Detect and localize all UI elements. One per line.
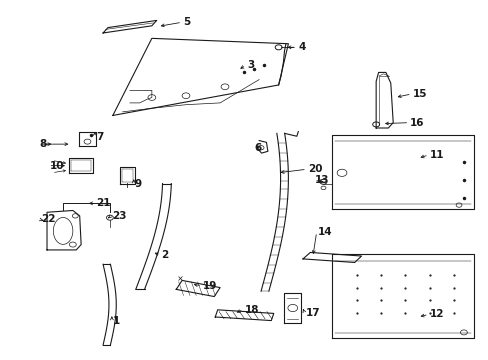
Text: 10: 10 (49, 161, 64, 171)
Text: 9: 9 (135, 179, 142, 189)
Text: 14: 14 (317, 227, 331, 237)
Text: 13: 13 (315, 175, 329, 185)
Text: 22: 22 (41, 215, 55, 224)
Text: 1: 1 (113, 316, 120, 325)
Text: 20: 20 (307, 164, 322, 174)
Text: 16: 16 (409, 118, 424, 128)
Text: 7: 7 (96, 132, 103, 142)
Text: 4: 4 (298, 42, 305, 52)
Text: 19: 19 (203, 281, 217, 291)
Text: 2: 2 (161, 250, 168, 260)
Text: 15: 15 (412, 89, 427, 99)
Text: 17: 17 (305, 308, 320, 318)
Text: 18: 18 (244, 305, 259, 315)
Text: 21: 21 (96, 198, 110, 208)
Text: 8: 8 (40, 139, 47, 149)
Text: 5: 5 (183, 17, 190, 27)
Text: 23: 23 (112, 211, 126, 221)
Text: 12: 12 (429, 310, 444, 319)
Text: 11: 11 (429, 150, 444, 160)
Text: 3: 3 (246, 60, 254, 70)
Text: 6: 6 (254, 143, 261, 153)
